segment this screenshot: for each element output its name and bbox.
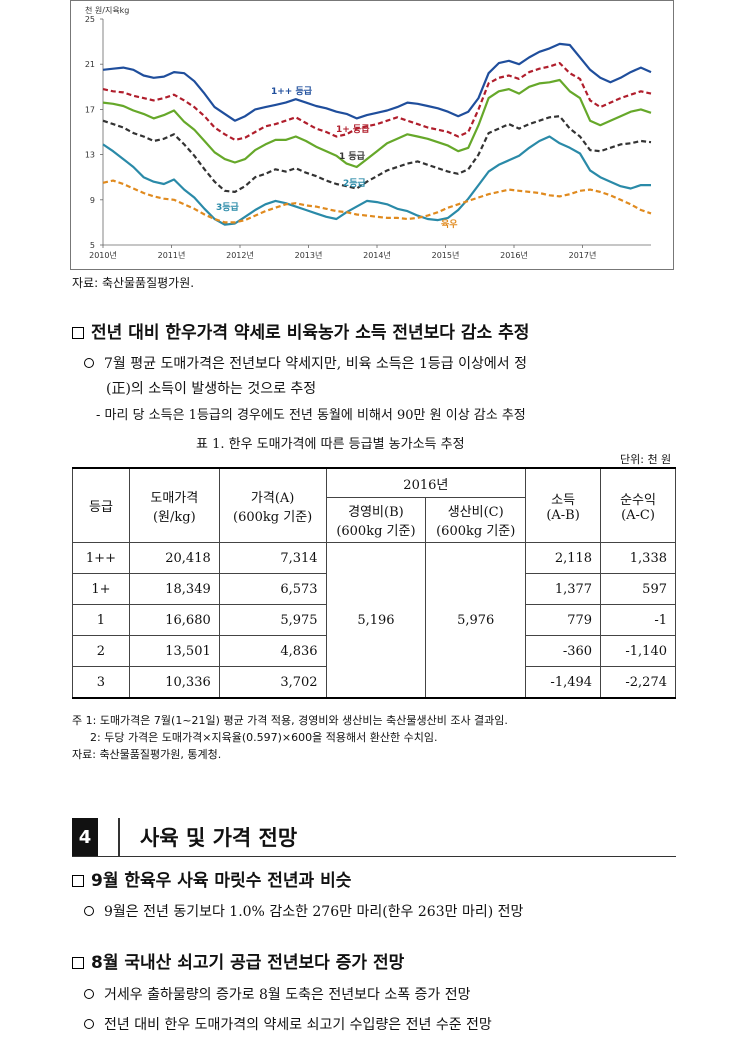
section-heading: 전년 대비 한우가격 약세로 비육농가 소득 전년보다 감소 추정	[72, 318, 529, 343]
subsection-heading: 9월 한육우 사육 마릿수 전년과 비슷	[72, 866, 351, 891]
table-row: 1+ 18,349 6,573 1,377 597	[72, 573, 676, 605]
x-tick-label: 2012년	[226, 250, 254, 260]
table-row: 2 13,501 4,836 -360 -1,140	[72, 635, 676, 667]
bullet-text-1: 7월 평균 도매가격은 전년보다 약세지만, 비육 소득은 1등급 이상에서 정	[104, 356, 527, 372]
table-note-2: 2: 두당 가격은 도매가격×지육율(0.597)×600을 적용해서 환산한 …	[90, 731, 438, 744]
y-tick-label: 17	[85, 105, 95, 114]
square-bullet-icon	[72, 327, 84, 339]
prod-cost-cell: 5,976	[425, 542, 527, 699]
x-tick-label: 2015년	[432, 250, 460, 260]
series-line-1	[102, 61, 652, 141]
square-bullet-icon	[72, 875, 84, 887]
y-tick-label: 5	[90, 241, 95, 250]
series-line-2	[102, 78, 652, 169]
header-year: 2016년	[325, 467, 527, 498]
x-tick-label: 2013년	[295, 250, 323, 260]
table-note-1: 주 1: 도매가격은 7월(1~21일) 평균 가격 적용, 경영비와 생산비는…	[72, 714, 508, 727]
series-annotation: 육우	[441, 219, 458, 230]
series-annotation: 1+ 등급	[336, 124, 370, 135]
y-tick-label: 13	[85, 151, 95, 160]
series-line-5	[102, 179, 652, 224]
bullet-paragraph: 거세우 출하물량의 증가로 8월 도축은 전년보다 소폭 증가 전망	[84, 984, 471, 1004]
table-caption: 표 1. 한우 도매가격에 따른 등급별 농가소득 추정	[196, 437, 465, 452]
circle-bullet-icon	[84, 906, 94, 916]
square-bullet-icon	[72, 957, 84, 969]
table-row: 3 10,336 3,702 -1,494 -2,274	[72, 666, 676, 699]
circle-bullet-icon	[84, 1019, 94, 1029]
table-source: 자료: 축산물품질평가원, 통계청.	[72, 748, 222, 761]
header-income: 소득 (A-B)	[525, 467, 602, 543]
header-grade: 등급	[72, 467, 130, 543]
income-table: 등급 도매가격 (원/kg) 가격(A) (600kg 기준) 2016년 소득 (A…	[72, 467, 676, 699]
section-divider-bar	[118, 818, 120, 856]
mgmt-cost-cell: 5,196	[325, 542, 427, 699]
series-annotation: 1++ 등급	[271, 86, 313, 97]
subsection-heading: 8월 국내산 쇠고기 공급 전년보다 증가 전망	[72, 948, 404, 973]
circle-bullet-icon	[84, 358, 94, 368]
x-tick-label: 2014년	[363, 250, 391, 260]
table-unit: 단위: 천 원	[620, 453, 672, 466]
x-tick-label: 2010년	[89, 250, 117, 260]
chart-source: 자료: 축산물품질평가원.	[72, 276, 195, 290]
series-annotation: 3등급	[216, 202, 240, 213]
header-wholesale: 도매가격 (원/kg)	[128, 467, 220, 543]
section-heading-text: 전년 대비 한우가격 약세로 비육농가 소득 전년보다 감소 추정	[91, 323, 530, 343]
table-row: 1 16,680 5,975 779 -1	[72, 604, 676, 636]
price-trend-chart: 천 원/지육kg 5 9 13 17 21 25 2010년 2011년 2012년 2013년 20…	[85, 5, 652, 260]
table-row: 1++ 20,418 7,314 5,196 5,976 2,118 1,338	[72, 542, 676, 699]
section-underline	[72, 856, 676, 857]
series-line-3	[102, 115, 652, 193]
section-number: 4	[72, 818, 98, 856]
y-tick-label: 21	[85, 60, 95, 69]
price-chart-frame: 천 원/지육kg 5 9 13 17 21 25 2010년 2011년 2012년 2013년 20…	[70, 0, 674, 270]
bullet-paragraph: 9월은 전년 동기보다 1.0% 감소한 276만 마리(한우 263만 마리)…	[84, 901, 523, 921]
y-axis-label: 천 원/지육kg	[85, 5, 129, 15]
dash-item: - 마리 당 소득은 1등급의 경우에도 전년 동월에 비해서 90만 원 이상…	[96, 408, 526, 423]
header-net: 순수익 (A-C)	[600, 467, 676, 543]
header-price: 가격(A) (600kg 기준)	[218, 467, 327, 543]
x-tick-label: 2017년	[569, 250, 597, 260]
y-tick-label: 9	[90, 196, 95, 205]
series-line-4	[102, 135, 651, 226]
header-prod-cost: 생산비(C) (600kg 기준)	[425, 497, 527, 543]
series-annotation: 1 등급	[339, 151, 366, 162]
x-tick-label: 2011년	[158, 250, 186, 260]
y-tick-label: 25	[85, 15, 95, 24]
section-title: 사육 및 가격 전망	[140, 826, 298, 850]
bullet-paragraph: 전년 대비 한우 도매가격의 약세로 쇠고기 수입량은 전년 수준 전망	[84, 1014, 492, 1034]
header-mgmt-cost: 경영비(B) (600kg 기준)	[325, 497, 427, 543]
x-tick-label: 2016년	[500, 250, 528, 260]
bullet-continuation: (正)의 소득이 발생하는 것으로 추정	[106, 381, 317, 397]
series-annotation: 2등급	[343, 178, 367, 189]
bullet-paragraph: 7월 평균 도매가격은 전년보다 약세지만, 비육 소득은 1등급 이상에서 정	[84, 353, 527, 373]
series-line-0	[102, 42, 652, 122]
circle-bullet-icon	[84, 989, 94, 999]
